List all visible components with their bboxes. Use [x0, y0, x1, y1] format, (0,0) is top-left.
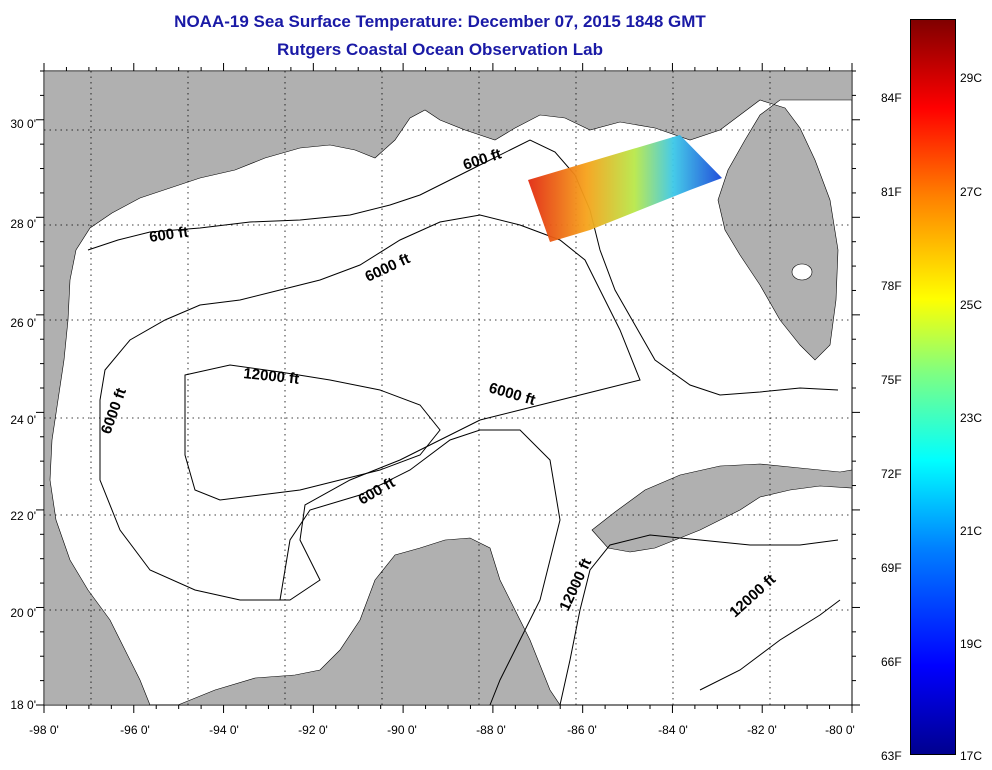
map-title: NOAA-19 Sea Surface Temperature: Decembe…: [174, 12, 706, 31]
lon-label: -92 0': [298, 723, 328, 737]
temperature-colorbar: [910, 19, 956, 755]
lat-label: 24 0': [10, 413, 36, 427]
c-label: 21C: [960, 524, 983, 538]
contour-12000ft-caribbean: [699, 599, 841, 691]
contour-6000ft-loop: [99, 214, 641, 601]
c-label: 29C: [960, 71, 983, 85]
lat-label: 30 0': [10, 117, 36, 131]
lat-label: 22 0': [10, 509, 36, 523]
c-label: 25C: [960, 298, 983, 312]
lon-label: -96 0': [120, 723, 150, 737]
c-label: 27C: [960, 185, 983, 199]
land: [43, 70, 853, 706]
f-label: 84F: [881, 91, 902, 105]
lon-label: -80 0': [825, 723, 855, 737]
lon-label: -90 0': [387, 723, 417, 737]
contour-600ft-north: [87, 139, 839, 396]
f-label: 72F: [881, 467, 902, 481]
f-label: 75F: [881, 373, 902, 387]
lat-label: 18 0': [10, 698, 36, 712]
f-label: 66F: [881, 655, 902, 669]
contour-label: 600 ft: [148, 224, 189, 246]
axis-ticks: [36, 63, 860, 713]
lon-label: -82 0': [747, 723, 777, 737]
bathymetry-contours: [87, 139, 841, 706]
lon-label: -94 0': [209, 723, 239, 737]
contour-12000ft: [184, 364, 441, 501]
lon-axis-labels: -98 0' -96 0' -94 0' -92 0' -90 0' -88 0…: [29, 723, 855, 737]
lat-label: 20 0': [10, 606, 36, 620]
lat-axis-labels: 30 0' 28 0' 26 0' 24 0' 22 0' 20 0' 18 0…: [10, 117, 36, 712]
sst-map: 600 ft 600 ft 6000 ft 12000 ft 6000 ft 6…: [10, 63, 860, 737]
f-label: 81F: [881, 185, 902, 199]
lon-label: -88 0': [476, 723, 506, 737]
contour-12000ft-east: [559, 534, 839, 706]
sst-swath: [528, 135, 722, 242]
map-subtitle: Rutgers Coastal Ocean Observation Lab: [277, 40, 603, 59]
yucatan-peninsula: [177, 537, 561, 706]
contour-label: 12000 ft: [243, 365, 300, 388]
cuba: [591, 463, 853, 553]
lat-label: 26 0': [10, 316, 36, 330]
lake-okeechobee: [791, 263, 813, 281]
north-american-coast: [43, 70, 853, 706]
lat-label: 28 0': [10, 217, 36, 231]
c-label: 23C: [960, 411, 983, 425]
lon-label: -84 0': [658, 723, 688, 737]
f-label: 63F: [881, 749, 902, 763]
lon-label: -86 0': [567, 723, 597, 737]
f-label: 78F: [881, 279, 902, 293]
c-label: 17C: [960, 749, 983, 763]
lon-label: -98 0': [29, 723, 59, 737]
contour-600ft-south: [279, 429, 561, 706]
f-label: 69F: [881, 561, 902, 575]
c-label: 19C: [960, 637, 983, 651]
